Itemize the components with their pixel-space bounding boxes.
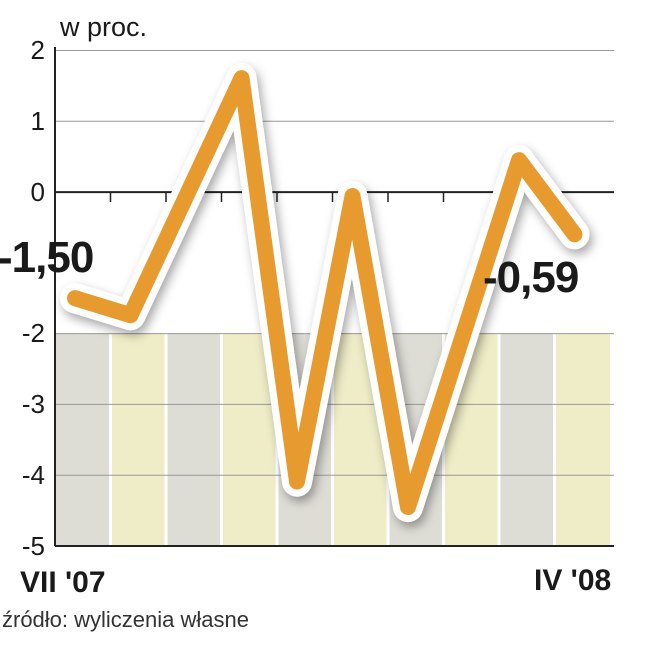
svg-text:VII '07: VII '07 [20,566,106,599]
svg-text:IV '08: IV '08 [534,564,611,597]
svg-text:2: 2 [31,35,45,65]
svg-text:-1,50: -1,50 [0,233,93,282]
svg-text:-3: -3 [22,389,45,419]
svg-text:-5: -5 [22,531,45,561]
svg-text:1: 1 [31,106,45,136]
svg-text:źródło: wyliczenia własne: źródło: wyliczenia własne [2,607,249,632]
svg-text:-0,59: -0,59 [483,253,578,302]
svg-text:-2: -2 [22,318,45,348]
svg-text:w proc.: w proc. [59,12,147,42]
svg-text:0: 0 [31,177,45,207]
svg-text:-4: -4 [22,460,45,490]
